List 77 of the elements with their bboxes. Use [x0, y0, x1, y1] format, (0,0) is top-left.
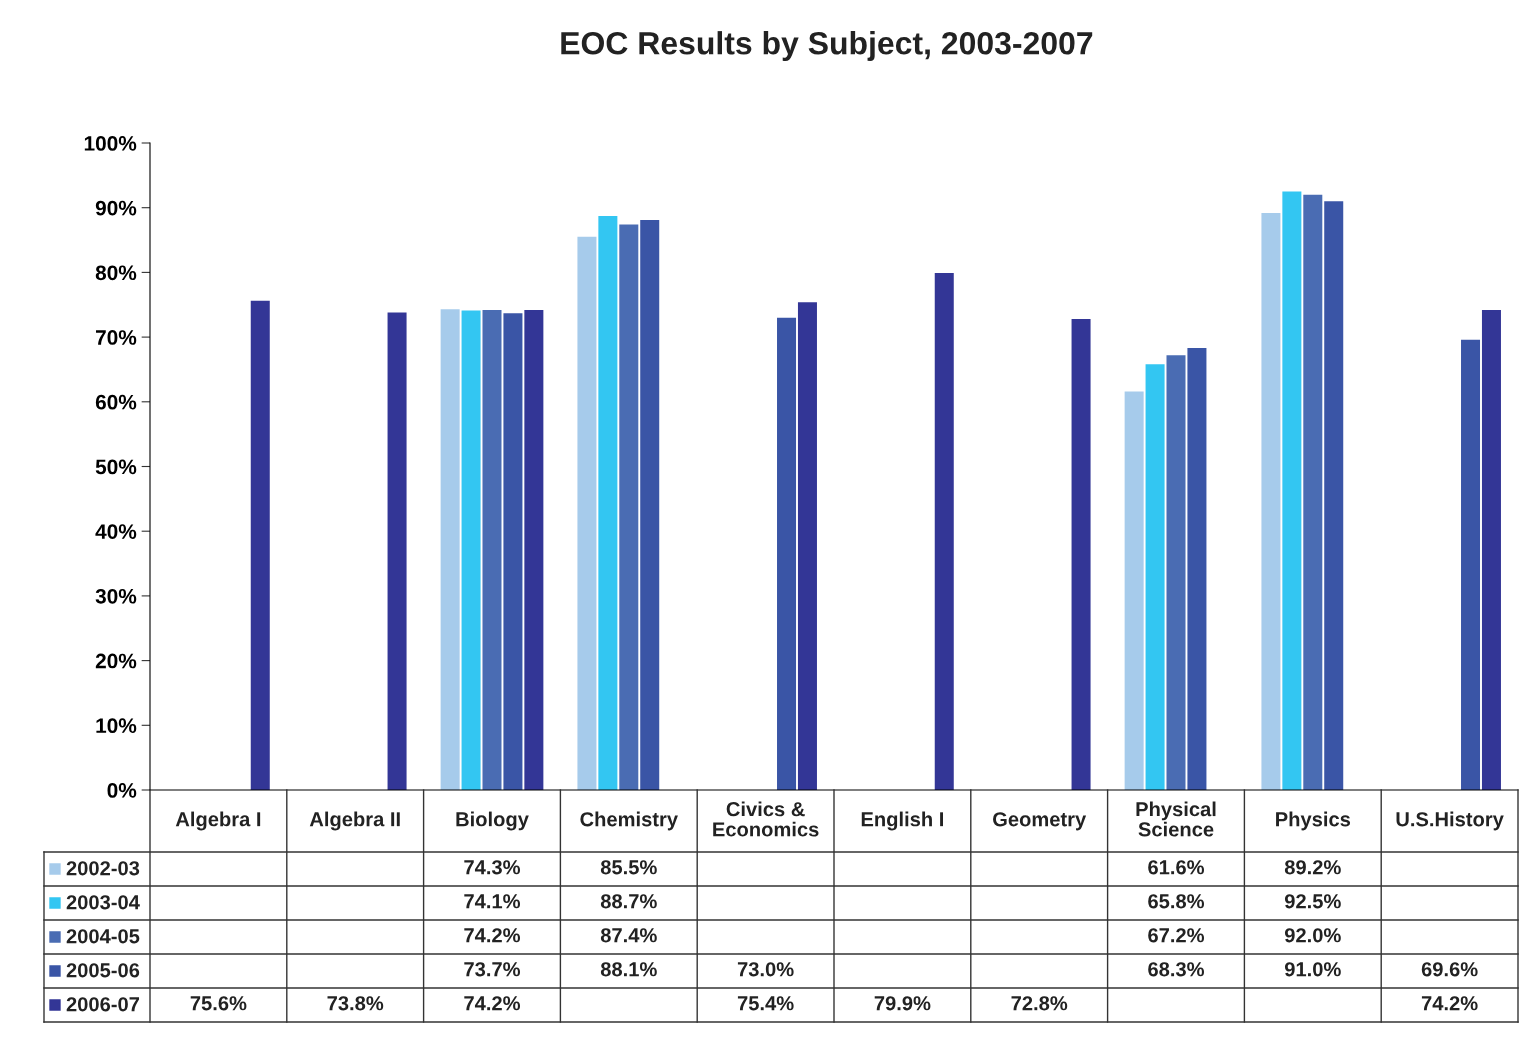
bar: [1166, 355, 1186, 790]
bar: [777, 317, 797, 790]
bar: [640, 219, 660, 790]
bar: [1481, 309, 1501, 790]
data-label: 75.6%: [190, 996, 247, 1011]
data-label: 74.2%: [1421, 996, 1478, 1011]
data-label: 85.5%: [600, 860, 657, 875]
data-label: 67.2%: [1148, 928, 1205, 943]
data-label: 89.2%: [1284, 860, 1341, 875]
data-label: 69.6%: [1421, 962, 1478, 977]
bar: [1282, 191, 1302, 790]
data-label: 92.0%: [1284, 928, 1341, 943]
data-label: 72.8%: [1011, 996, 1068, 1011]
legend-label: 2006-07: [66, 997, 140, 1012]
data-label: 74.2%: [464, 996, 521, 1011]
x-tick-label: U.S.History: [1396, 811, 1504, 831]
bar: [1324, 201, 1344, 790]
data-label: 91.0%: [1284, 962, 1341, 977]
y-tick-label: 100%: [84, 136, 137, 151]
x-tick-label: Chemistry: [580, 811, 678, 831]
data-label: 68.3%: [1148, 962, 1205, 977]
legend-label: 2005-06: [66, 963, 140, 978]
bar: [440, 309, 460, 790]
chart-title: EOC Results by Subject, 2003-2007: [561, 31, 1093, 61]
y-tick-label: 80%: [95, 265, 137, 281]
bar: [250, 300, 270, 790]
data-label: 88.1%: [600, 962, 657, 977]
y-tick-label: 0%: [107, 783, 137, 798]
data-label: 87.4%: [600, 928, 657, 943]
legend-label: 2003-04: [66, 895, 140, 910]
bar: [524, 309, 544, 790]
data-label: 73.8%: [327, 996, 384, 1011]
bar: [1124, 391, 1144, 790]
y-tick-label: 20%: [95, 653, 137, 669]
x-tick-label: Physics: [1276, 811, 1351, 831]
y-tick-label: 70%: [96, 330, 137, 345]
legend-label: 2002-03: [66, 861, 140, 876]
data-label: 88.7%: [600, 894, 657, 909]
x-tick-label: Algebra I: [175, 811, 261, 831]
bar: [1187, 348, 1207, 790]
y-tick-label: 10%: [96, 718, 137, 734]
y-tick-label: 90%: [95, 200, 137, 216]
data-label: 74.2%: [464, 928, 521, 943]
x-tick-label: Physical Science: [1136, 801, 1216, 837]
data-label: 73.7%: [464, 962, 521, 977]
y-tick-label: 60%: [95, 394, 137, 410]
data-label: 79.9%: [874, 996, 931, 1011]
data-label: 92.5%: [1284, 894, 1341, 909]
bar: [934, 273, 954, 790]
legend-label: 2004-05: [66, 929, 140, 944]
bar: [461, 310, 481, 790]
bar: [1145, 364, 1165, 790]
bar: [577, 236, 597, 790]
x-tick-label: Geometry: [993, 812, 1087, 831]
data-label: 61.6%: [1148, 860, 1205, 875]
x-tick-label: English I: [861, 811, 944, 831]
data-label: 74.3%: [464, 860, 521, 875]
bar: [619, 224, 639, 790]
bar: [387, 312, 407, 790]
x-tick-label: Algebra II: [309, 811, 400, 831]
bar: [1461, 339, 1481, 790]
bar: [1071, 318, 1091, 790]
y-tick-label: 30%: [95, 588, 137, 604]
x-tick-label: Civics & Economics: [713, 801, 819, 837]
bar: [598, 216, 618, 790]
data-label: 75.4%: [737, 996, 794, 1011]
y-tick-label: 50%: [95, 459, 137, 475]
bar: [797, 302, 817, 790]
x-tick-label: Biology: [456, 811, 529, 831]
data-label: 73.0%: [737, 962, 794, 977]
bar: [482, 309, 502, 790]
bar: [503, 313, 523, 790]
data-label: 74.1%: [464, 894, 521, 909]
y-tick-label: 40%: [95, 524, 137, 539]
bar: [1303, 194, 1323, 790]
bar: [1261, 212, 1281, 790]
data-label: 65.8%: [1148, 894, 1205, 909]
